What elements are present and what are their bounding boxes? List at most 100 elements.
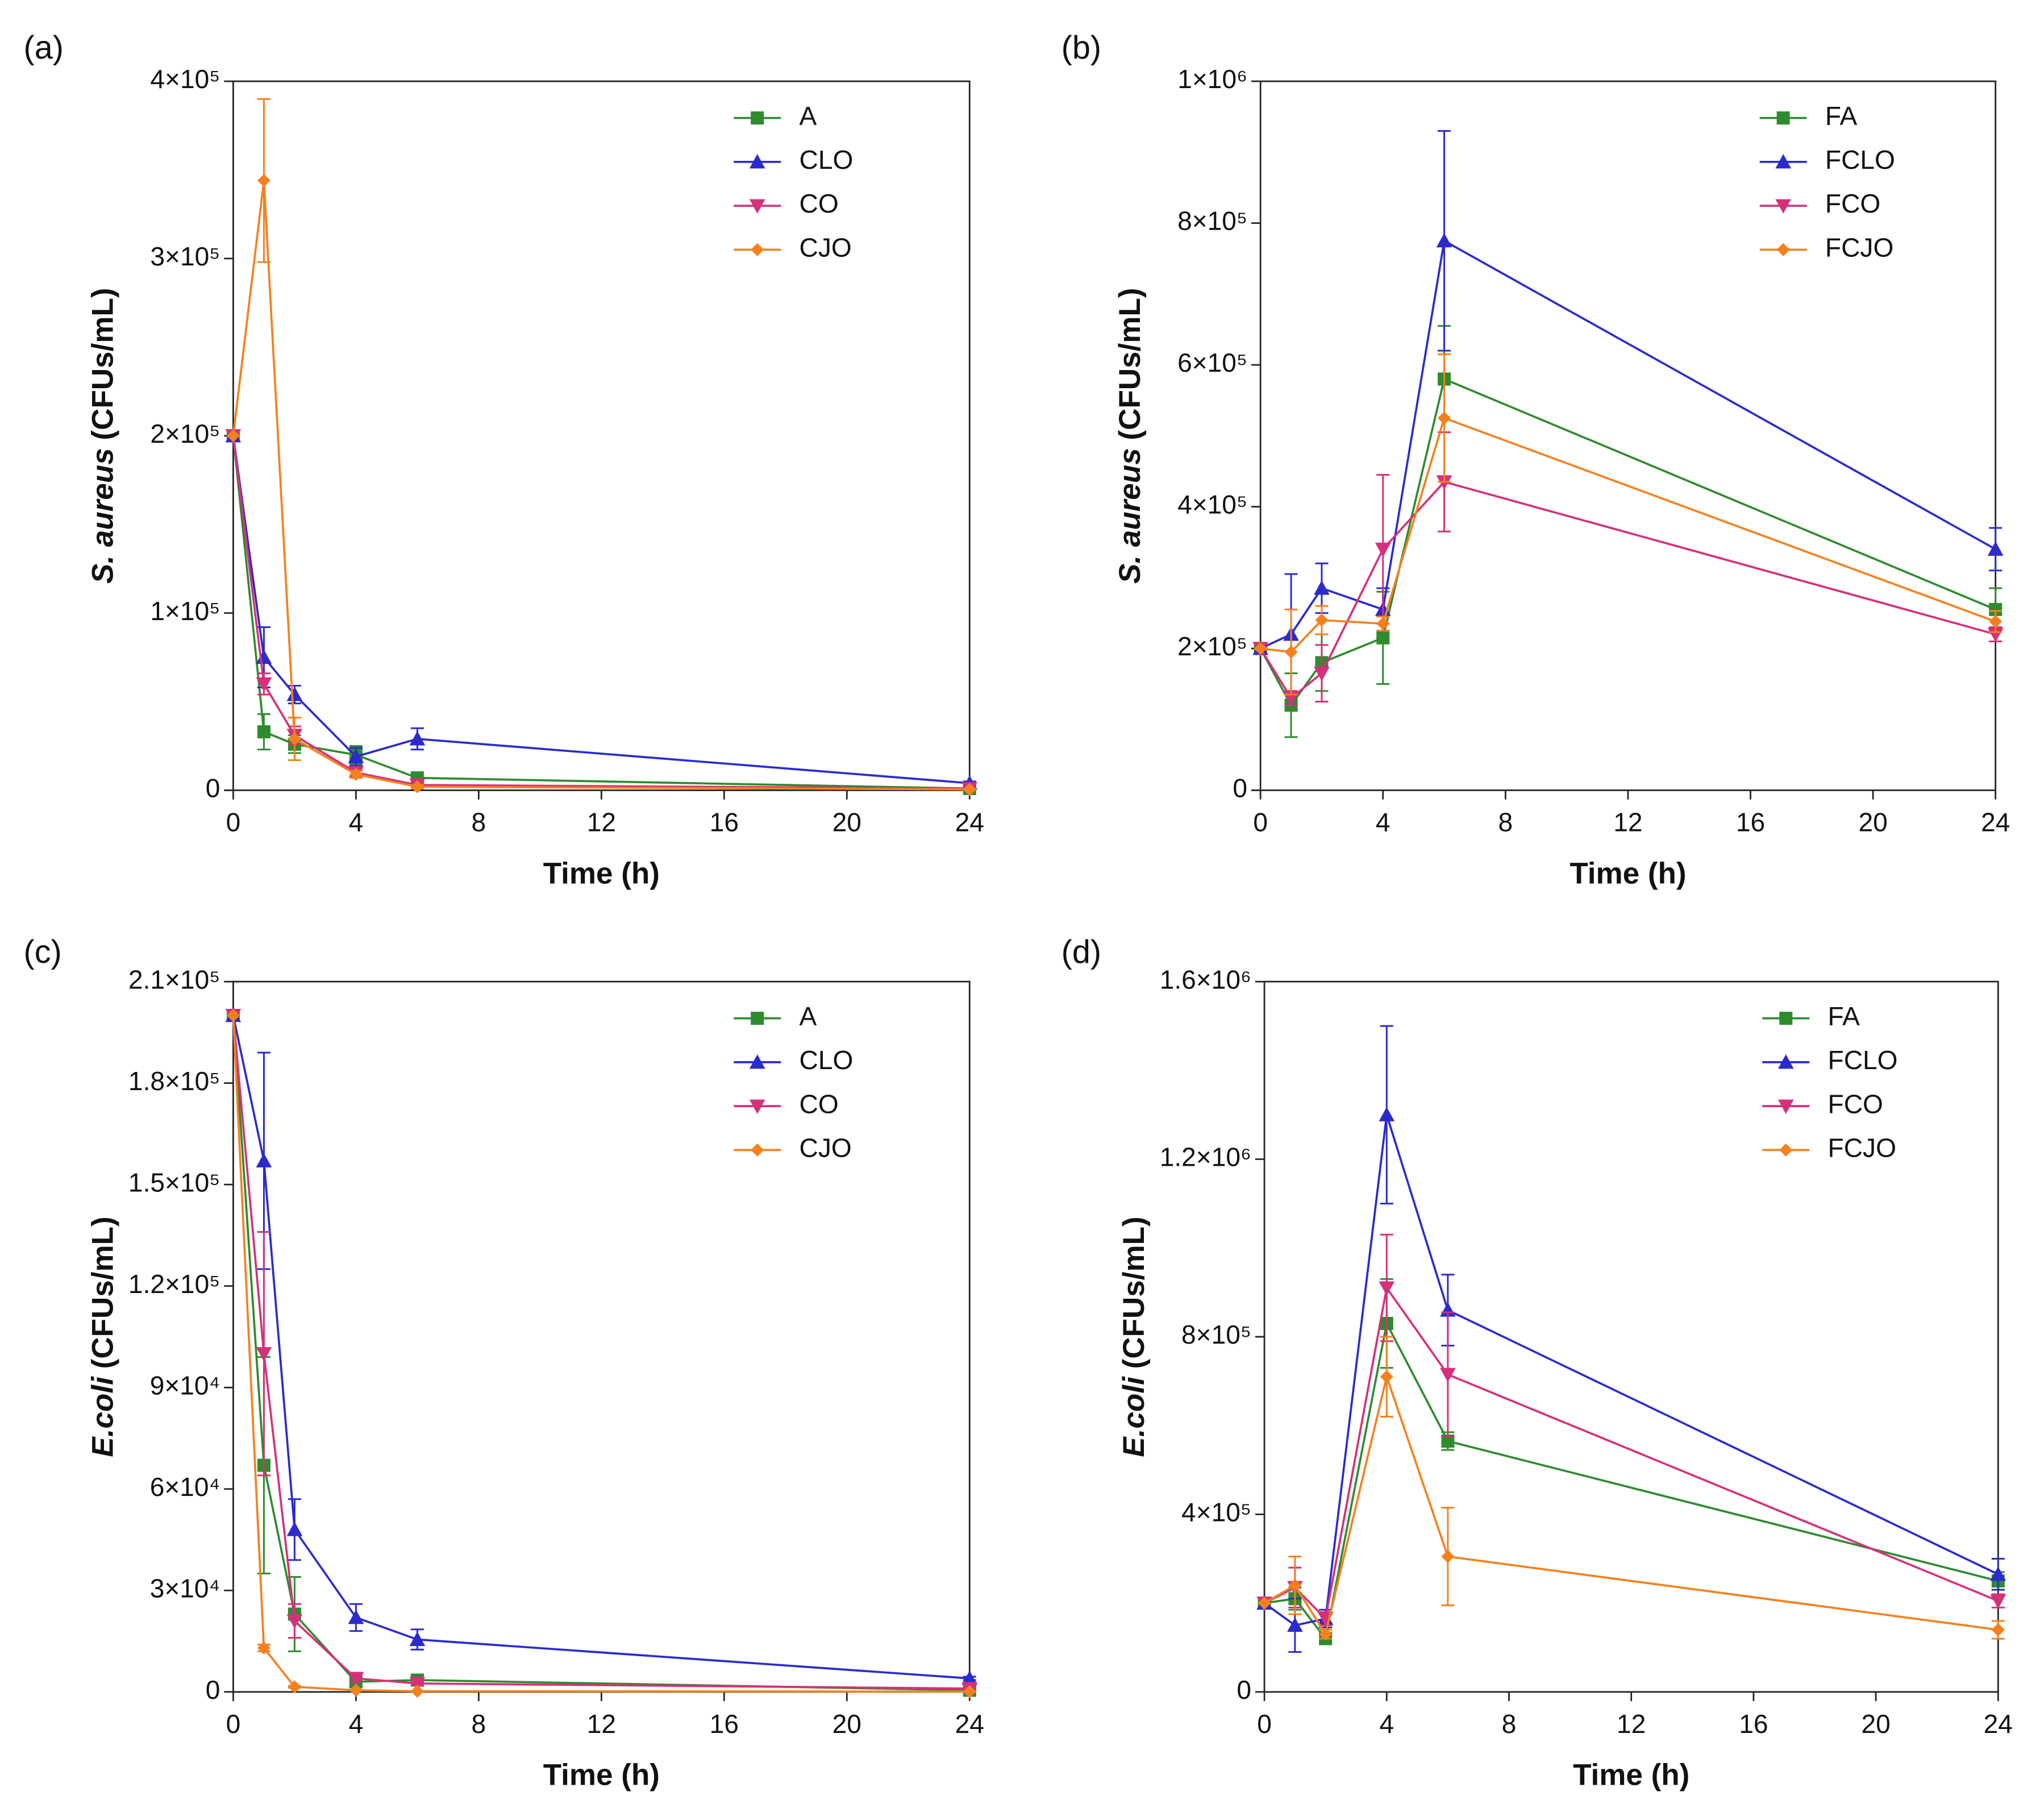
x-axis-title: Time (h) (543, 1759, 660, 1792)
x-tick-label: 4 (349, 808, 364, 837)
series-line (1260, 239, 1996, 650)
legend-marker (751, 1012, 764, 1025)
legend-marker (1775, 153, 1791, 169)
plot-frame (232, 980, 971, 1693)
y-tick-label: 1×10⁶ (1177, 64, 1247, 94)
legend-label: CLO (800, 1045, 854, 1075)
data-point (1376, 617, 1390, 630)
y-tick-label: 0 (206, 774, 220, 803)
y-tick-label: 0 (206, 1675, 220, 1705)
x-tick-label: 12 (1613, 808, 1642, 837)
legend-label: CO (800, 1089, 839, 1119)
series-line (232, 435, 970, 784)
x-tick-label: 0 (226, 1709, 241, 1739)
data-point (226, 1009, 240, 1022)
data-point (1314, 667, 1330, 681)
data-point (1436, 232, 1452, 248)
legend-marker (751, 243, 764, 256)
series-line (232, 435, 970, 790)
data-point (286, 1614, 303, 1629)
y-axis-organism: E.coli (1117, 1376, 1151, 1457)
legend-marker (1776, 243, 1790, 256)
legend-label: CJO (800, 1133, 852, 1163)
legend-label: FA (1825, 101, 1858, 131)
data-point (257, 725, 270, 739)
y-tick-label: 1.6×10⁶ (1160, 965, 1251, 994)
plot-frame (1259, 80, 1997, 791)
x-tick-label: 16 (710, 808, 739, 837)
data-point (257, 1641, 270, 1655)
panel-label: (b) (1061, 30, 1101, 66)
x-tick-label: 8 (1502, 1709, 1517, 1739)
y-tick-label: 4×10⁵ (1177, 490, 1247, 519)
x-tick-label: 8 (472, 1709, 486, 1739)
x-tick-label: 4 (1379, 1709, 1394, 1739)
y-axis-unit: (CFUs/mL) (86, 1216, 119, 1369)
legend-marker (1777, 1054, 1794, 1069)
y-tick-label: 1.5×10⁵ (128, 1167, 220, 1197)
legend-label: FCLO (1828, 1045, 1898, 1075)
legend-label: FCJO (1828, 1133, 1896, 1163)
data-point (409, 1631, 426, 1647)
data-point (1991, 1623, 2005, 1636)
legend-marker (1775, 199, 1791, 214)
series-line (1264, 1285, 1999, 1621)
data-point (256, 649, 272, 664)
series-line (1259, 377, 1996, 708)
data-point (1441, 1550, 1455, 1564)
x-tick-label: 24 (955, 1709, 984, 1739)
data-point (349, 767, 363, 781)
data-point (961, 1670, 978, 1685)
legend-label: A (800, 1001, 817, 1031)
y-tick-label: 1.2×10⁶ (1160, 1142, 1251, 1172)
x-tick-label: 4 (349, 1709, 364, 1739)
data-point (1258, 1597, 1271, 1610)
legend-marker (751, 1143, 764, 1157)
legend-marker (1777, 1099, 1794, 1114)
y-tick-label: 8×10⁵ (1177, 206, 1247, 236)
data-point (1990, 1594, 2006, 1609)
legend-marker (751, 111, 764, 125)
x-tick-label: 0 (1257, 1709, 1272, 1739)
y-axis-unit: (CFUs/mL) (86, 288, 119, 440)
series (225, 1007, 978, 1685)
y-tick-label: 6×10⁵ (1177, 348, 1247, 377)
legend-marker (749, 199, 765, 214)
plot-frame (1263, 980, 1999, 1693)
data-point (963, 783, 976, 796)
x-tick-label: 12 (587, 808, 616, 837)
x-tick-label: 0 (1253, 808, 1268, 837)
y-axis-unit: (CFUs/mL) (1117, 1216, 1151, 1369)
legend-marker (1779, 1012, 1793, 1025)
y-tick-label: 2×10⁵ (150, 419, 220, 448)
y-tick-label: 2.1×10⁵ (128, 965, 220, 994)
data-point (286, 687, 303, 701)
chart-panel: 0 3×10⁴ 6×10⁴ 9×10⁴ 1.2×10⁵ 1.5×10⁵ 1.8×10⁵ 2.1… (24, 934, 984, 1792)
data-point (256, 677, 272, 692)
data-point (256, 1347, 272, 1362)
legend-marker (749, 1054, 765, 1069)
y-tick-label: 4×10⁵ (150, 64, 220, 94)
panel-label: (a) (24, 30, 64, 66)
y-tick-label: 9×10⁴ (150, 1370, 220, 1400)
y-tick-label: 3×10⁴ (150, 1573, 220, 1603)
chart-panel: 0 4×10⁵ 8×10⁵ 1.2×10⁶ 1.6×10⁶ 0 4 8 12 16 20 24 Time… (1061, 934, 2013, 1792)
y-tick-label: 8×10⁵ (1181, 1320, 1251, 1349)
series (1254, 353, 2003, 696)
series (225, 429, 978, 797)
y-axis-title: E.coli (CFUs/mL) (1117, 1216, 1151, 1457)
data-point (1379, 1281, 1395, 1296)
x-tick-label: 20 (832, 808, 861, 837)
x-tick-label: 0 (226, 808, 241, 837)
x-tick-label: 12 (587, 1709, 616, 1739)
x-axis-title: Time (h) (1570, 857, 1686, 890)
data-point (1441, 1434, 1455, 1448)
panel-label: (d) (1061, 934, 1101, 970)
x-tick-label: 16 (710, 1709, 739, 1739)
legend-label: FCO (1828, 1089, 1883, 1119)
series-line (1263, 1114, 1999, 1627)
data-point (1438, 411, 1451, 425)
y-tick-label: 1×10⁵ (150, 596, 220, 626)
legend-label: CO (800, 189, 839, 218)
plot-frame (232, 80, 971, 791)
